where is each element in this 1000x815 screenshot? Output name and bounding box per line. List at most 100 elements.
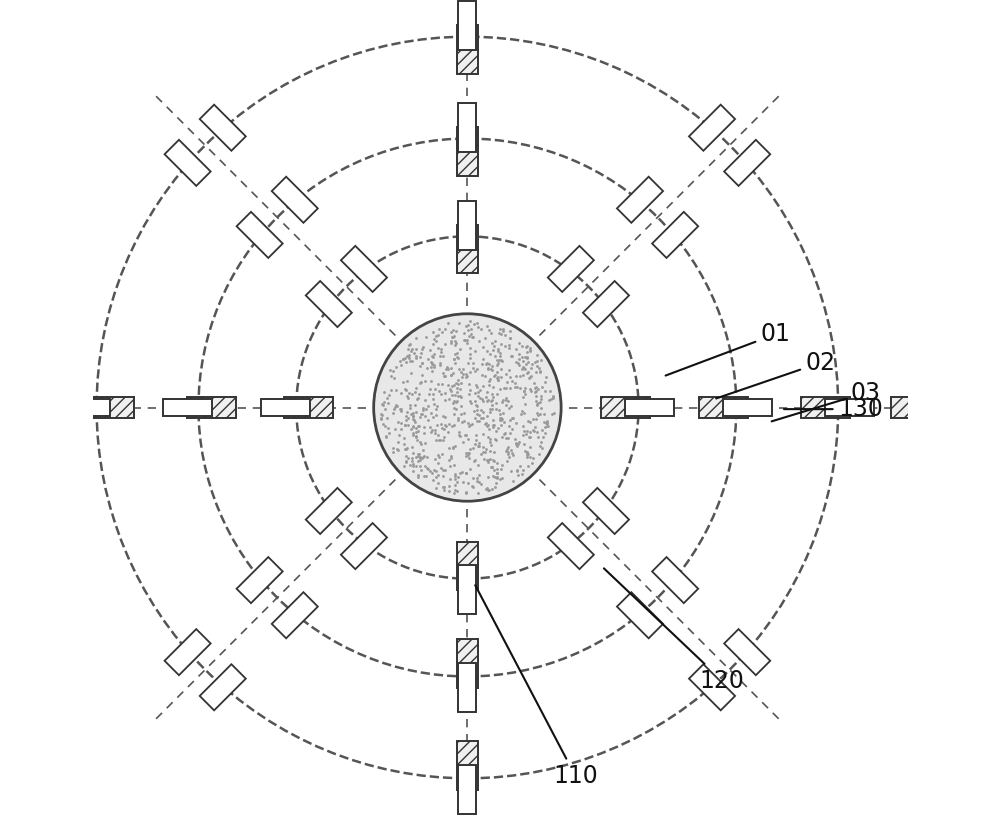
Point <box>531 362 547 375</box>
Point <box>398 355 414 368</box>
Point <box>403 408 419 421</box>
Point <box>393 422 409 435</box>
Point <box>489 359 505 372</box>
Point <box>478 416 494 430</box>
Point <box>393 386 409 399</box>
Point <box>435 481 451 494</box>
Point <box>449 350 465 363</box>
Point <box>402 355 418 368</box>
Point <box>470 320 486 333</box>
Point <box>401 386 417 399</box>
Point <box>484 359 500 372</box>
Point <box>501 450 517 463</box>
Point <box>424 357 440 370</box>
Point <box>521 431 537 444</box>
Point <box>452 467 468 480</box>
Point <box>447 338 463 351</box>
Point <box>511 436 527 449</box>
Point <box>527 381 543 394</box>
Point <box>404 355 420 368</box>
Point <box>423 355 439 368</box>
Point <box>500 394 516 408</box>
Point <box>469 474 485 487</box>
Point <box>539 416 555 430</box>
Point <box>458 450 474 463</box>
Point <box>442 382 458 395</box>
Point <box>404 452 420 465</box>
Point <box>406 413 422 426</box>
Point <box>496 416 512 429</box>
Point <box>494 412 510 425</box>
Point <box>484 482 500 496</box>
Point <box>537 375 553 388</box>
Point <box>480 471 496 484</box>
Point <box>542 385 558 398</box>
Point <box>519 367 535 380</box>
Point <box>449 394 465 408</box>
Point <box>431 323 447 336</box>
Point <box>411 388 427 401</box>
Point <box>390 443 406 456</box>
Point <box>436 483 452 496</box>
Point <box>504 412 520 425</box>
Point <box>402 459 418 472</box>
Text: 120: 120 <box>604 568 745 693</box>
Point <box>461 420 477 433</box>
Point <box>485 418 501 431</box>
Point <box>441 417 457 430</box>
Point <box>425 473 441 486</box>
Point <box>430 341 446 355</box>
Point <box>540 419 556 432</box>
Point <box>396 460 412 473</box>
Point <box>485 469 501 482</box>
Point <box>518 358 534 371</box>
Point <box>412 359 428 372</box>
Point <box>462 347 478 360</box>
Point <box>376 385 392 399</box>
Point <box>490 357 506 370</box>
Point <box>498 444 514 457</box>
Point <box>439 360 455 373</box>
Point <box>532 408 548 421</box>
Point <box>408 406 424 419</box>
Point <box>492 413 508 426</box>
Point <box>507 376 523 389</box>
Point <box>425 392 441 405</box>
Point <box>478 357 494 370</box>
Point <box>482 452 498 465</box>
Point <box>530 431 546 444</box>
Point <box>520 365 536 378</box>
Point <box>443 368 459 381</box>
Point <box>397 442 413 455</box>
Point <box>416 426 432 439</box>
Point <box>403 344 419 357</box>
Point <box>508 438 524 451</box>
Point <box>443 326 459 339</box>
Point <box>515 360 531 373</box>
Point <box>450 413 466 426</box>
Point <box>446 487 462 500</box>
Point <box>447 473 463 486</box>
Point <box>393 359 409 372</box>
Point <box>446 419 462 432</box>
Point <box>449 347 465 360</box>
Point <box>481 378 497 391</box>
Point <box>398 456 414 469</box>
Point <box>517 388 533 401</box>
Point <box>402 337 418 350</box>
Polygon shape <box>652 557 698 603</box>
Point <box>433 346 449 359</box>
Point <box>426 463 442 476</box>
Point <box>519 346 535 359</box>
Point <box>479 453 495 466</box>
Point <box>424 364 440 377</box>
Point <box>502 371 518 384</box>
Point <box>392 355 408 368</box>
Point <box>455 435 471 448</box>
Point <box>495 322 511 335</box>
Point <box>513 408 529 421</box>
Point <box>398 450 414 463</box>
Point <box>458 368 474 381</box>
Point <box>495 393 511 406</box>
Point <box>452 389 468 402</box>
